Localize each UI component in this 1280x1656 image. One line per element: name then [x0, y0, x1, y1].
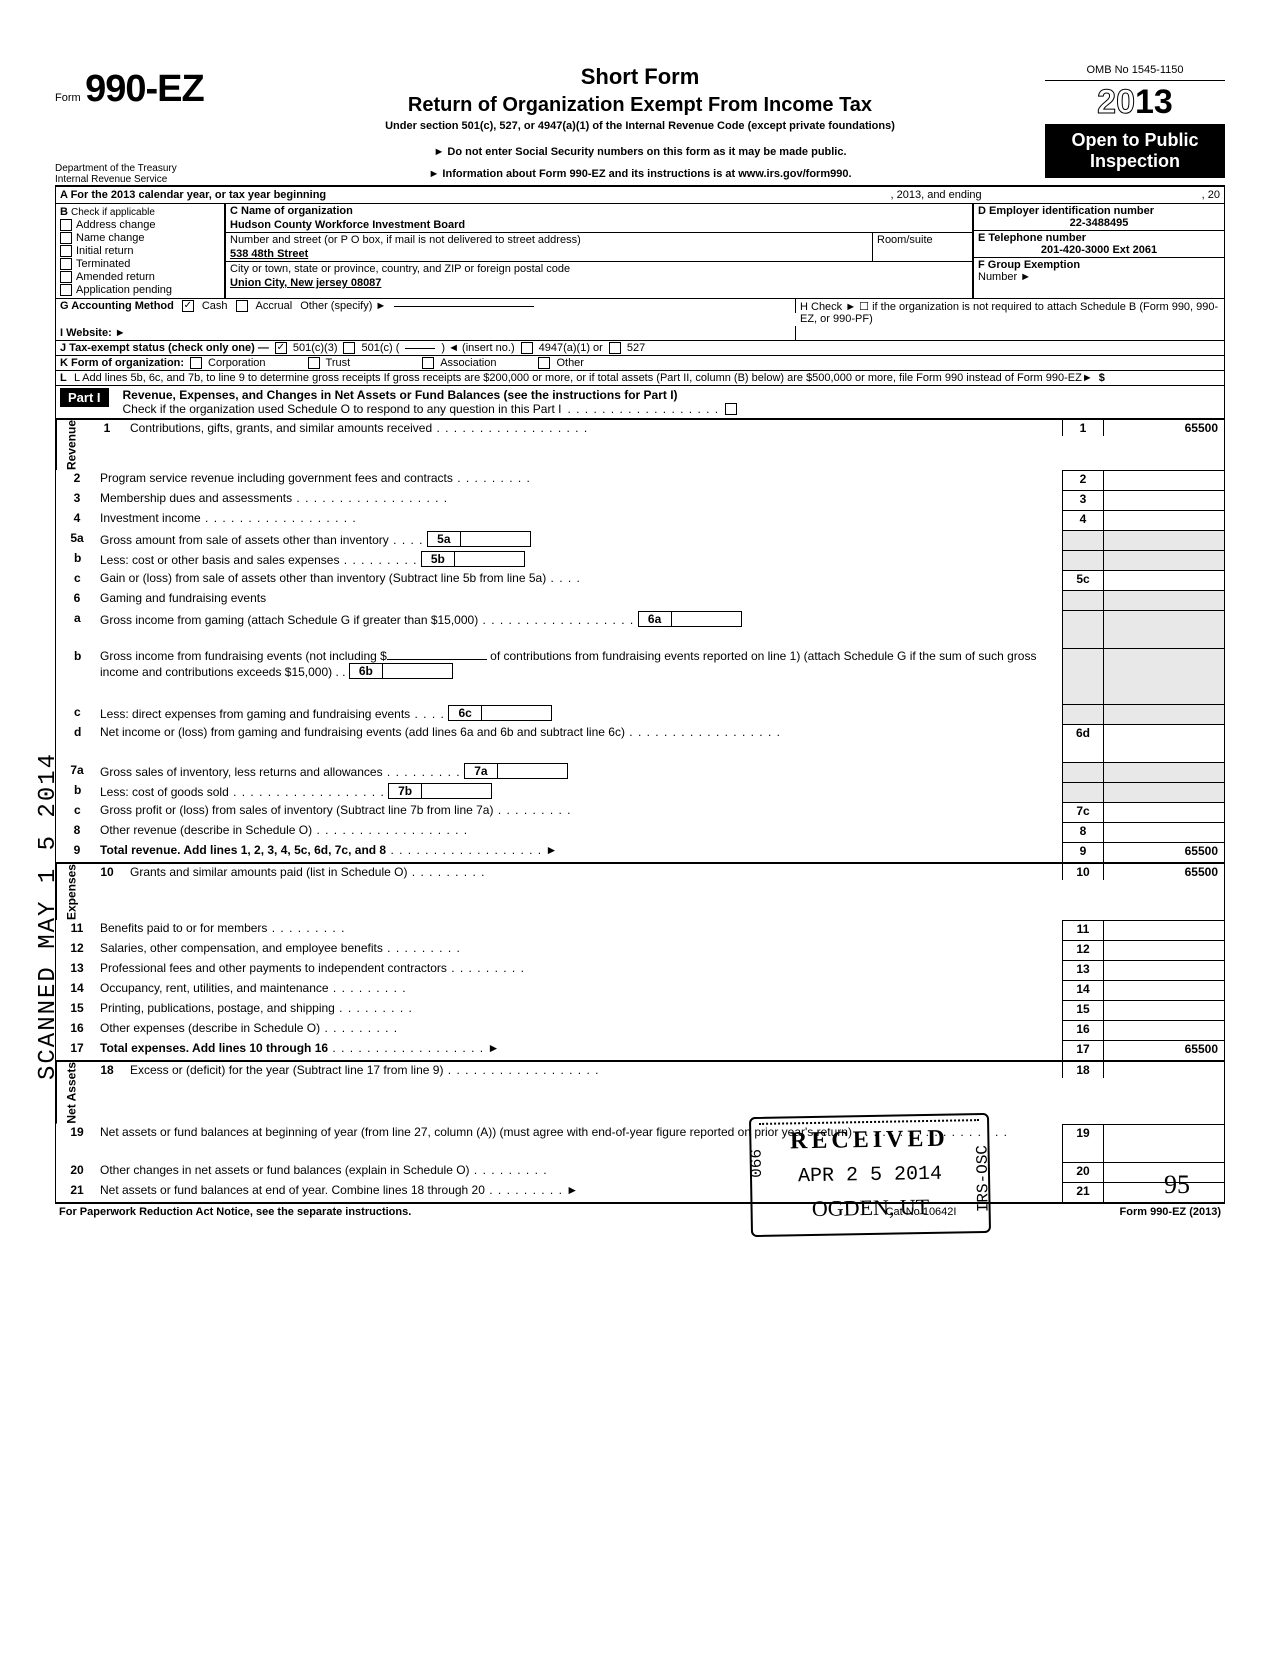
- row-name: C Name of organization Hudson County Wor…: [226, 204, 972, 233]
- line-7c: cGross profit or (loss) from sales of in…: [55, 802, 1225, 822]
- header: Form 990-EZ Department of the Treasury I…: [55, 60, 1225, 187]
- line-7b: bLess: cost of goods sold 7b: [55, 782, 1225, 802]
- short-form: Short Form: [245, 64, 1035, 90]
- chk-cash[interactable]: ✓: [182, 300, 194, 312]
- line-6d: dNet income or (loss) from gaming and fu…: [55, 724, 1225, 762]
- chk-4947[interactable]: [521, 342, 533, 354]
- line-12: 12Salaries, other compensation, and empl…: [55, 940, 1225, 960]
- line-14: 14Occupancy, rent, utilities, and mainte…: [55, 980, 1225, 1000]
- chk-terminated[interactable]: Terminated: [60, 258, 220, 270]
- line-20: 20Other changes in net assets or fund ba…: [55, 1162, 1225, 1182]
- line-13: 13Professional fees and other payments t…: [55, 960, 1225, 980]
- line-a: A For the 2013 calendar year, or tax yea…: [55, 187, 1225, 204]
- row-g: G Accounting Method ✓Cash Accrual Other …: [55, 298, 1225, 326]
- line-7a: 7aGross sales of inventory, less returns…: [55, 762, 1225, 782]
- line-8: 8Other revenue (describe in Schedule O)8: [55, 822, 1225, 842]
- e-phone: E Telephone number 201-420-3000 Ext 2061: [974, 231, 1224, 258]
- chk-527[interactable]: [609, 342, 621, 354]
- side-revenue: Revenue: [56, 420, 86, 470]
- page: SCANNED MAY 1 5 2014 Form 990-EZ Departm…: [0, 0, 1280, 1260]
- line-3: 3Membership dues and assessments3: [55, 490, 1225, 510]
- row-k: K Form of organization: Corporation Trus…: [55, 355, 1225, 370]
- year-box: OMB No 1545-1150 2013 Open to Public Ins…: [1045, 60, 1225, 185]
- chk-pending[interactable]: Application pending: [60, 284, 220, 296]
- line-17: 17Total expenses. Add lines 10 through 1…: [55, 1040, 1225, 1060]
- side-expenses: Expenses: [56, 864, 86, 920]
- row-h: H Check ► ☐ if the organization is not r…: [796, 299, 1224, 326]
- side-netassets: Net Assets: [56, 1062, 86, 1124]
- line-11: 11Benefits paid to or for members11: [55, 920, 1225, 940]
- line-19: 19Net assets or fund balances at beginni…: [55, 1124, 1225, 1162]
- row-i: I Website: ►: [55, 326, 1225, 340]
- line-2: 2Program service revenue including gover…: [55, 470, 1225, 490]
- chk-schedO[interactable]: [725, 403, 737, 415]
- main-title: Return of Organization Exempt From Incom…: [245, 94, 1035, 117]
- row-addr: Number and street (or P O box, if mail i…: [226, 233, 972, 262]
- line-10: Expenses 10Grants and similar amounts pa…: [55, 864, 1225, 920]
- row-l: L L Add lines 5b, 6c, and 7b, to line 9 …: [55, 370, 1225, 385]
- col-c: C Name of organization Hudson County Wor…: [226, 204, 974, 298]
- line-6b: bGross income from fundraising events (n…: [55, 648, 1225, 704]
- footer: For Paperwork Reduction Act Notice, see …: [55, 1202, 1225, 1220]
- line-6a: aGross income from gaming (attach Schedu…: [55, 610, 1225, 648]
- subtitle: Under section 501(c), 527, or 4947(a)(1)…: [245, 120, 1035, 132]
- line-9: 9Total revenue. Add lines 1, 2, 3, 4, 5c…: [55, 842, 1225, 862]
- department: Department of the Treasury Internal Reve…: [55, 163, 231, 185]
- row-j: J Tax-exempt status (check only one) — ✓…: [55, 340, 1225, 355]
- line-6: 6Gaming and fundraising events: [55, 590, 1225, 610]
- f-group: F Group Exemption Number ►: [974, 258, 1224, 284]
- line-5c: cGain or (loss) from sale of assets othe…: [55, 570, 1225, 590]
- col-d: D Employer identification number 22-3488…: [974, 204, 1224, 298]
- line-4: 4Investment income4: [55, 510, 1225, 530]
- line-16: 16Other expenses (describe in Schedule O…: [55, 1020, 1225, 1040]
- line-1: Revenue 1 Contributions, gifts, grants, …: [55, 420, 1225, 470]
- form-number: 990-EZ: [85, 68, 204, 110]
- chk-assoc[interactable]: [422, 357, 434, 369]
- chk-accrual[interactable]: [236, 300, 248, 312]
- d-ein: D Employer identification number 22-3488…: [974, 204, 1224, 231]
- chk-trust[interactable]: [308, 357, 320, 369]
- chk-501c[interactable]: [343, 342, 355, 354]
- omb: OMB No 1545-1150: [1045, 60, 1225, 81]
- section-b-to-h: B Check if applicable Address change Nam…: [55, 204, 1225, 298]
- line-18: Net Assets 18Excess or (deficit) for the…: [55, 1062, 1225, 1124]
- line-21: 21Net assets or fund balances at end of …: [55, 1182, 1225, 1202]
- form-label: Form: [55, 92, 81, 104]
- info-link: ► Information about Form 990-EZ and its …: [245, 168, 1035, 180]
- chk-name[interactable]: Name change: [60, 232, 220, 244]
- line-6c: cLess: direct expenses from gaming and f…: [55, 704, 1225, 724]
- chk-address[interactable]: Address change: [60, 219, 220, 231]
- open-public: Open to Public Inspection: [1045, 124, 1225, 178]
- ssn-notice: ► Do not enter Social Security numbers o…: [245, 146, 1035, 158]
- title-box: Short Form Return of Organization Exempt…: [235, 60, 1045, 185]
- chk-initial[interactable]: Initial return: [60, 245, 220, 257]
- form-box: Form 990-EZ Department of the Treasury I…: [55, 60, 235, 185]
- part1-header: Part I Revenue, Expenses, and Changes in…: [55, 385, 1225, 418]
- row-city: City or town, state or province, country…: [226, 262, 972, 290]
- line-5b: bLess: cost or other basis and sales exp…: [55, 550, 1225, 570]
- line-5a: 5aGross amount from sale of assets other…: [55, 530, 1225, 550]
- handwritten-page: 95: [1164, 1170, 1190, 1200]
- chk-corp[interactable]: [190, 357, 202, 369]
- received-stamp: RECEIVED APR 2 5 2014 OGDEN, UT 066 IRS-…: [749, 1113, 991, 1237]
- chk-amended[interactable]: Amended return: [60, 271, 220, 283]
- chk-501c3[interactable]: ✓: [275, 342, 287, 354]
- line-15: 15Printing, publications, postage, and s…: [55, 1000, 1225, 1020]
- col-b: B Check if applicable Address change Nam…: [56, 204, 226, 298]
- chk-other[interactable]: [538, 357, 550, 369]
- year: 2013: [1045, 81, 1225, 124]
